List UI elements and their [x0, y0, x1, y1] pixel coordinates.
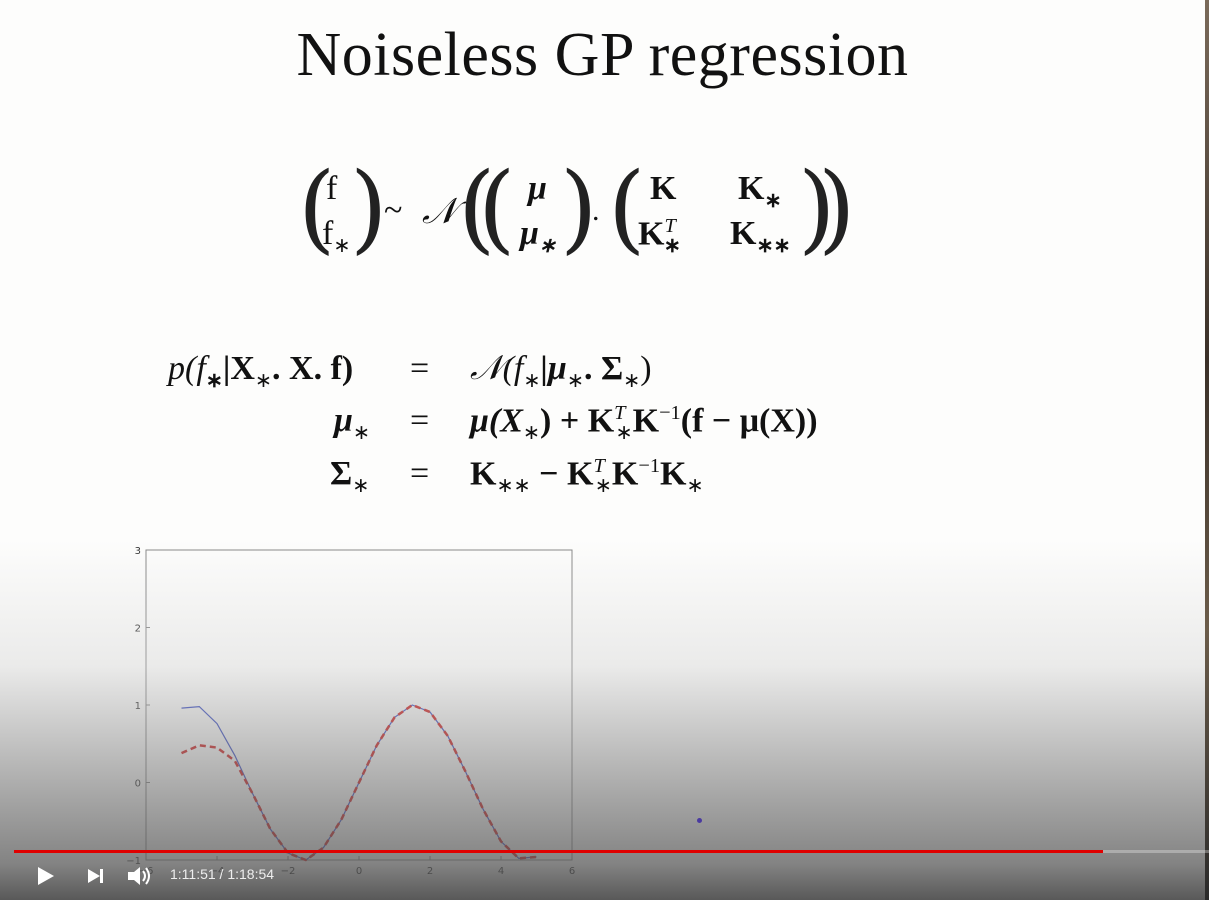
y-tick-label: 0 — [135, 779, 141, 790]
progress-fill — [14, 850, 1103, 853]
k-matrix: K — [650, 170, 677, 207]
mean-lhs: μ∗ — [334, 402, 371, 444]
f-star: f∗ — [322, 215, 351, 257]
skip-next-icon — [88, 869, 103, 883]
posterior-rhs: 𝒩(f∗|μ∗. Σ∗) — [470, 350, 652, 392]
normal-symbol: 𝒩 — [422, 191, 457, 231]
gp-mean-line — [180, 703, 537, 862]
mu-top: μ — [528, 170, 547, 207]
volume-button[interactable] — [124, 862, 156, 890]
equals-3: = — [410, 455, 430, 492]
play-button[interactable] — [30, 862, 62, 890]
k-starstar: K∗∗ — [730, 215, 791, 257]
joint-distribution-equation: ( f f∗ ) ~ 𝒩 ( ( μ μ∗ ) . ( K K∗ KT∗ K∗∗… — [298, 152, 856, 264]
next-button[interactable] — [80, 862, 112, 890]
y-tick-label: 2 — [135, 624, 141, 635]
plot-frame — [145, 549, 573, 861]
volume-icon — [128, 867, 150, 885]
k-star-transpose: KT∗ — [638, 215, 681, 258]
time-display: 1:11:51 / 1:18:54 — [170, 866, 275, 882]
cursor-dot — [697, 818, 702, 823]
y-tick-label: 3 — [135, 546, 141, 557]
cov-lhs: Σ∗ — [330, 455, 370, 497]
mean-rhs: μ(X∗) + KT∗K−1(f − μ(X)) — [470, 402, 818, 445]
equals-2: = — [410, 402, 430, 439]
video-controls: 1:11:51 / 1:18:54 — [0, 850, 1209, 900]
f-top: f — [326, 170, 338, 207]
play-icon — [38, 867, 54, 885]
cov-rhs: K∗∗ − KT∗K−1K∗ — [470, 455, 704, 498]
window-edge — [1205, 0, 1209, 900]
posterior-equation: p(f∗|X∗. X. f) — [168, 350, 354, 392]
k-star: K∗ — [738, 170, 782, 212]
mu-star: μ∗ — [520, 215, 557, 257]
slide-title: Noiseless GP regression — [296, 21, 909, 89]
sim-symbol: ~ — [384, 192, 403, 229]
equals-1: = — [410, 350, 430, 387]
y-tick-label: 1 — [135, 701, 141, 712]
